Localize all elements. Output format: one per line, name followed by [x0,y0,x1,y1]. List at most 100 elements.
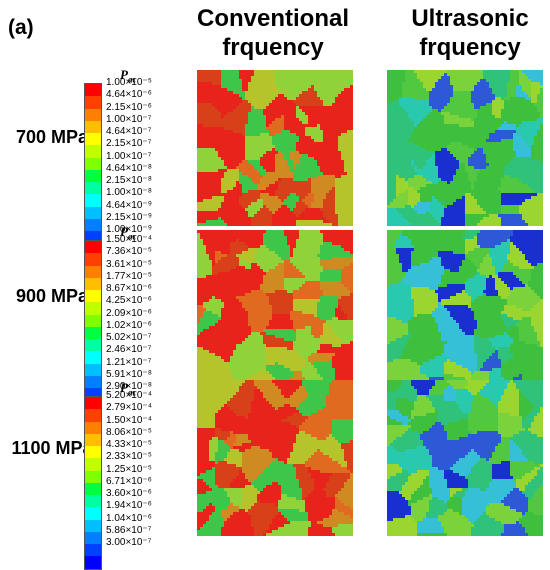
grain-cell [269,139,272,142]
grain-cell [287,184,290,187]
grain-cell [323,163,326,166]
grain-cell [275,97,278,100]
grain-cell [272,166,275,169]
grain-cell [275,73,278,76]
grain-cell [426,172,429,175]
grain-cell [489,169,492,172]
grain-cell [531,130,534,133]
grain-cell [242,172,245,175]
grain-cell [203,115,206,118]
grain-cell [471,172,474,175]
grain-cell [224,79,227,82]
grain-cell [486,121,489,124]
grain-cell [486,181,489,184]
grain-cell [387,163,390,166]
grain-cell [347,121,350,124]
grain-cell [299,190,302,193]
grain-cell [293,118,296,121]
grain-cell [501,100,504,103]
grain-cell [305,85,308,88]
grain-cell [275,154,278,157]
grain-cell [408,169,411,172]
grain-cell [420,163,423,166]
grain-cell [323,127,326,130]
grain-cell [245,205,248,208]
grain-cell [257,142,260,145]
grain-cell [447,163,450,166]
grain-cell [531,196,534,199]
grain-cell [507,88,510,91]
grain-cell [236,172,239,175]
grain-cell [492,100,495,103]
grain-cell [251,193,254,196]
grain-cell [212,151,215,154]
grain-cell [272,100,275,103]
grain-cell [209,97,212,100]
grain-cell [245,103,248,106]
grain-cell [350,142,353,145]
grain-cell [335,142,338,145]
grain-cell [423,100,426,103]
grain-cell [287,97,290,100]
grain-cell [426,127,429,130]
grain-cell [435,160,438,163]
grain-cell [260,154,263,157]
grain-cell [429,94,432,97]
grain-cell [444,145,447,148]
grain-cell [338,73,341,76]
grain-cell [236,220,239,223]
grain-cell [393,187,396,190]
grain-cell [408,196,411,199]
grain-cell [501,169,504,172]
grain-cell [426,169,429,172]
grain-cell [281,220,284,223]
grain-cell [399,199,402,202]
grain-cell [459,130,462,133]
grain-cell [260,151,263,154]
grain-cell [269,211,272,214]
grain-cell [236,148,239,151]
grain-cell [387,166,390,169]
grain-cell [450,133,453,136]
grain-cell [236,163,239,166]
grain-cell [275,196,278,199]
grain-cell [537,157,540,160]
grain-cell [206,70,209,73]
grain-cell [534,136,537,139]
grain-cell [465,115,468,118]
grain-cell [212,88,215,91]
grain-cell [468,106,471,109]
grain-cell [540,154,543,157]
grain-cell [248,220,251,223]
grain-cell [426,76,429,79]
grain-cell [498,94,501,97]
grain-cell [317,151,320,154]
grain-cell [290,208,293,211]
grain-cell [438,127,441,130]
grain-cell [447,187,450,190]
grain-cell [426,142,429,145]
grain-cell [209,82,212,85]
grain-cell [453,85,456,88]
grain-cell [534,181,537,184]
grain-cell [459,151,462,154]
legend-swatches [84,83,102,257]
grain-cell [320,112,323,115]
grain-cell [290,187,293,190]
grain-cell [233,211,236,214]
grain-cell [209,127,212,130]
grain-cell [522,106,525,109]
grain-cell [227,163,230,166]
grain-cell [465,100,468,103]
grain-cell [335,76,338,79]
grain-cell [516,133,519,136]
grain-cell [293,154,296,157]
grain-cell [242,154,245,157]
grain-cell [302,127,305,130]
grain-cell [284,94,287,97]
grain-cell [450,82,453,85]
grain-cell [540,178,543,181]
grain-cell [215,106,218,109]
grain-cell [221,211,224,214]
grain-cell [302,76,305,79]
